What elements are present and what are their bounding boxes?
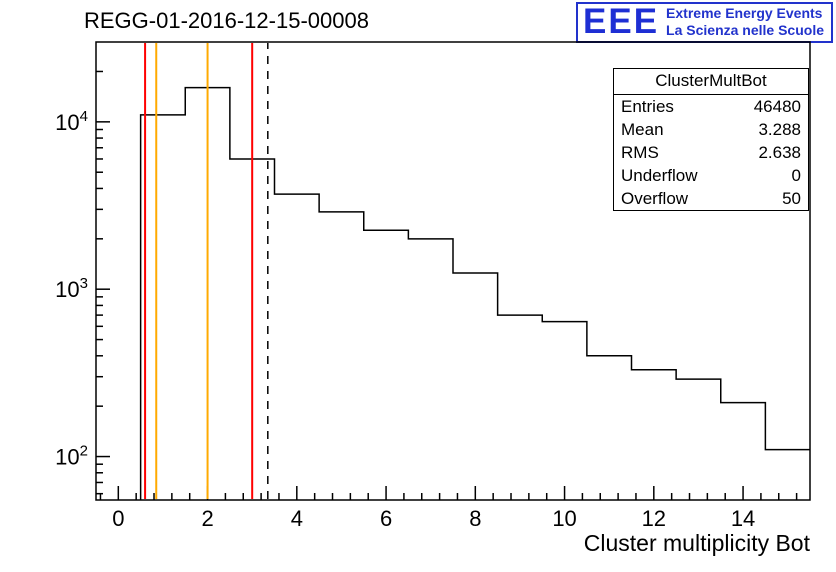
x-tick-label: 4 (291, 506, 303, 531)
stats-box: ClusterMultBot Entries 46480 Mean 3.288 … (613, 68, 809, 211)
stat-value: 2.638 (758, 143, 801, 162)
y-tick-label: 103 (55, 275, 88, 302)
eee-logo-letters: EEE (583, 2, 660, 41)
x-axis-label: Cluster multiplicity Bot (583, 530, 810, 556)
x-tick-label: 0 (112, 506, 124, 531)
stat-label: Mean (621, 120, 664, 139)
eee-logo-line1: Extreme Energy Events (666, 4, 823, 21)
stat-value: 3.288 (758, 120, 801, 139)
eee-logo: EEE Extreme Energy Events La Scienza nel… (576, 2, 833, 43)
x-tick-label: 2 (201, 506, 213, 531)
histogram-line (139, 86, 810, 500)
x-tick-label: 8 (469, 506, 481, 531)
stat-label: Overflow (621, 189, 689, 208)
stats-row: Overflow 50 (614, 187, 808, 210)
plot-frame (95, 41, 811, 501)
x-tick-label: 12 (642, 506, 666, 531)
y-tick-label: 102 (55, 443, 88, 470)
x-tick-label: 6 (380, 506, 392, 531)
stat-label: RMS (621, 143, 659, 162)
stat-label: Entries (621, 97, 674, 116)
stat-value: 0 (791, 166, 801, 185)
y-tick-label: 104 (55, 108, 88, 135)
stats-row: RMS 2.638 (614, 141, 808, 164)
stat-value: 46480 (753, 97, 801, 116)
stats-row: Entries 46480 (614, 95, 808, 118)
stats-header: ClusterMultBot (614, 69, 808, 95)
eee-logo-line2: La Scienza nelle Scuole (666, 21, 824, 38)
eee-logo-text: Extreme Energy Events La Scienza nelle S… (666, 5, 824, 39)
stats-row: Mean 3.288 (614, 118, 808, 141)
stats-row: Underflow 0 (614, 164, 808, 187)
stat-label: Underflow (621, 166, 698, 185)
x-tick-label: 10 (552, 506, 576, 531)
x-tick-label: 14 (731, 506, 755, 531)
stat-value: 50 (782, 189, 801, 208)
plot-title: REGG-01-2016-12-15-00008 (84, 8, 369, 33)
